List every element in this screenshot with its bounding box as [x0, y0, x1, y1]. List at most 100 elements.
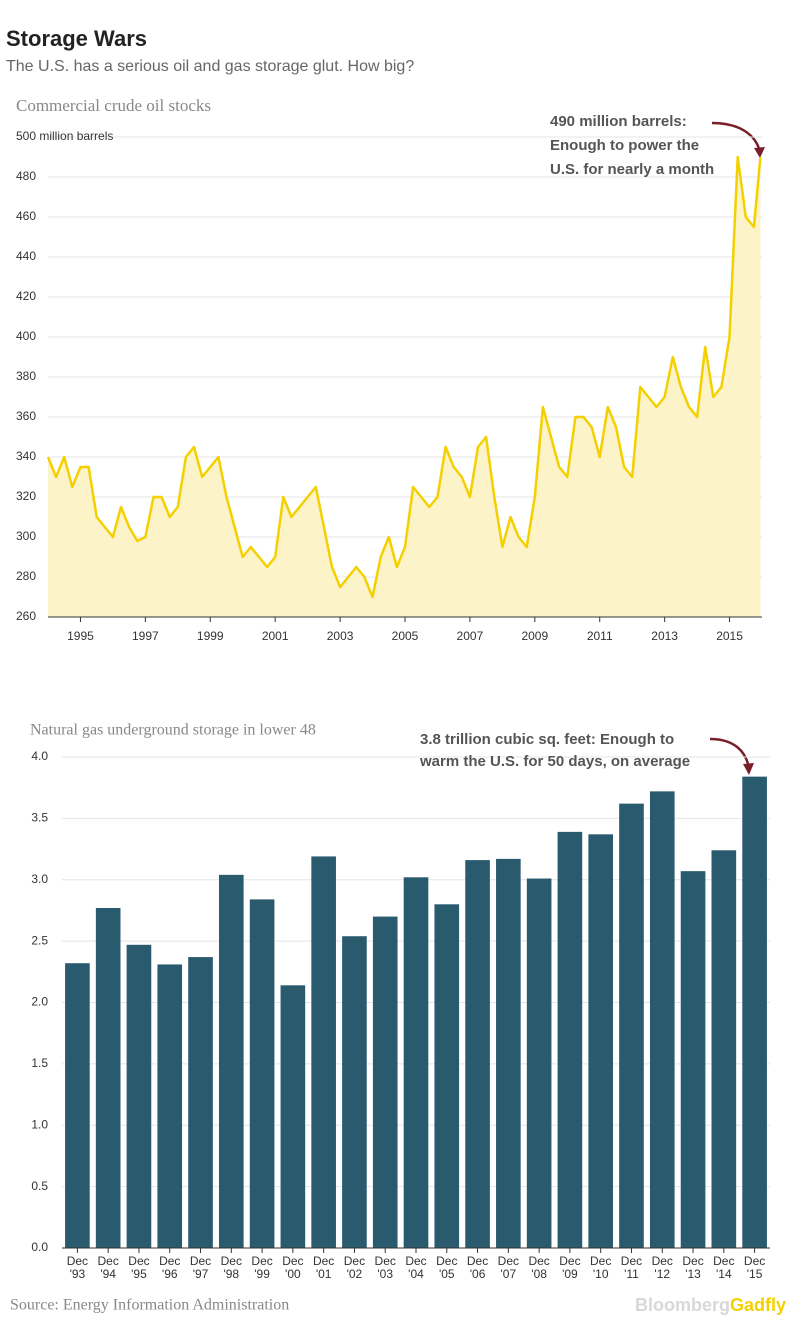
bar: [218, 874, 244, 1248]
arrow-head: [743, 763, 754, 775]
y-tick-label: 400: [16, 329, 36, 343]
brand: BloombergGadfly: [635, 1295, 786, 1315]
bar: [649, 791, 675, 1248]
y-tick-label: 440: [16, 249, 36, 263]
x-tick-label: 1995: [67, 629, 94, 643]
x-tick-label: Dec '15: [743, 1254, 766, 1281]
y-tick-label: 420: [16, 289, 36, 303]
y-tick-label: 500 million barrels: [16, 129, 113, 143]
x-tick-label: Dec '07: [497, 1254, 520, 1281]
x-tick-label: Dec '06: [466, 1254, 489, 1281]
x-tick-label: Dec '12: [651, 1254, 673, 1281]
annotation: Enough to power the: [550, 137, 699, 154]
x-tick-label: Dec '93: [66, 1254, 89, 1281]
bar: [372, 916, 398, 1248]
bar: [95, 907, 121, 1248]
x-tick-label: Dec '10: [590, 1254, 612, 1281]
bar: [403, 877, 429, 1248]
x-tick-label: 1999: [197, 629, 224, 643]
chart-title: Natural gas underground storage in lower…: [30, 722, 316, 739]
x-tick-label: Dec '94: [97, 1254, 119, 1281]
x-tick-label: Dec '95: [128, 1254, 150, 1281]
x-tick-label: Dec '98: [220, 1254, 242, 1281]
annotation: warm the U.S. for 50 days, on average: [419, 753, 690, 770]
y-tick-label: 3.5: [31, 811, 48, 825]
bar: [680, 871, 706, 1248]
bar: [249, 899, 275, 1248]
annotation-arrow: [709, 737, 751, 769]
x-tick-label: Dec '01: [312, 1254, 335, 1281]
page-title: Storage Wars: [6, 26, 147, 51]
x-tick-label: Dec '13: [682, 1254, 704, 1281]
y-tick-label: 4.0: [31, 749, 48, 763]
x-tick-label: Dec '97: [189, 1254, 212, 1281]
y-tick-label: 3.0: [31, 872, 48, 886]
x-tick-label: 2001: [262, 629, 289, 643]
x-tick-label: Dec '03: [374, 1254, 396, 1281]
x-tick-label: Dec '05: [436, 1254, 458, 1281]
x-tick-label: Dec '00: [282, 1254, 304, 1281]
brand-part: Bloomberg: [635, 1295, 730, 1315]
x-tick-label: Dec '11: [620, 1254, 643, 1281]
bar: [465, 860, 490, 1248]
y-tick-label: 260: [16, 609, 36, 623]
x-tick-label: 2011: [587, 629, 613, 643]
page-subtitle: The U.S. has a serious oil and gas stora…: [6, 58, 414, 75]
y-tick-label: 0.0: [31, 1240, 48, 1254]
y-tick-label: 380: [16, 369, 36, 383]
bar: [280, 985, 306, 1248]
y-tick-label: 340: [16, 449, 36, 463]
x-tick-label: 2009: [521, 629, 548, 643]
annotation-arrow: [711, 121, 762, 153]
bar: [526, 878, 552, 1248]
bar: [557, 831, 583, 1248]
x-tick-label: Dec '09: [559, 1254, 581, 1281]
brand-part: Gadfly: [730, 1295, 786, 1315]
x-tick-label: Dec '04: [405, 1254, 427, 1281]
y-tick-label: 0.5: [31, 1179, 48, 1193]
x-tick-label: 1997: [132, 629, 159, 643]
annotation: 490 million barrels:: [550, 113, 687, 130]
line: [46, 155, 762, 599]
bar: [619, 803, 644, 1248]
bar: [496, 858, 521, 1248]
x-tick-label: 2007: [457, 629, 484, 643]
bar: [311, 856, 336, 1248]
x-tick-label: Dec '99: [251, 1254, 273, 1281]
x-tick-label: 2015: [716, 629, 743, 643]
y-tick-label: 360: [16, 409, 36, 423]
source: Source: Energy Information Administratio…: [10, 1297, 289, 1314]
bar: [157, 964, 183, 1248]
bar: [188, 957, 213, 1248]
area: [48, 157, 761, 617]
bar: [742, 776, 767, 1248]
x-tick-label: Dec '96: [159, 1254, 181, 1281]
y-tick-label: 1.0: [31, 1117, 48, 1131]
bar: [711, 850, 737, 1248]
x-tick-label: Dec '08: [528, 1254, 550, 1281]
x-tick-label: 2003: [327, 629, 354, 643]
y-tick-label: 2.0: [31, 995, 48, 1009]
bar: [126, 944, 152, 1248]
arrow-head: [754, 147, 765, 158]
bar: [588, 834, 614, 1248]
x-tick-label: 2013: [651, 629, 678, 643]
x-tick-label: Dec '14: [713, 1254, 735, 1281]
y-tick-label: 2.5: [31, 933, 48, 947]
y-tick-label: 1.5: [31, 1056, 48, 1070]
y-tick-label: 480: [16, 169, 36, 183]
annotation: U.S. for nearly a month: [550, 161, 714, 178]
annotation: 3.8 trillion cubic sq. feet: Enough to: [420, 731, 674, 748]
y-tick-label: 320: [16, 489, 36, 503]
x-tick-label: Dec '02: [343, 1254, 366, 1281]
y-tick-label: 460: [16, 209, 36, 223]
y-tick-label: 280: [16, 569, 36, 583]
bar: [65, 963, 90, 1248]
bar: [434, 904, 460, 1248]
x-tick-label: 2005: [392, 629, 419, 643]
y-tick-label: 300: [16, 529, 36, 543]
bar: [342, 936, 367, 1248]
chart-title: Commercial crude oil stocks: [16, 96, 211, 115]
